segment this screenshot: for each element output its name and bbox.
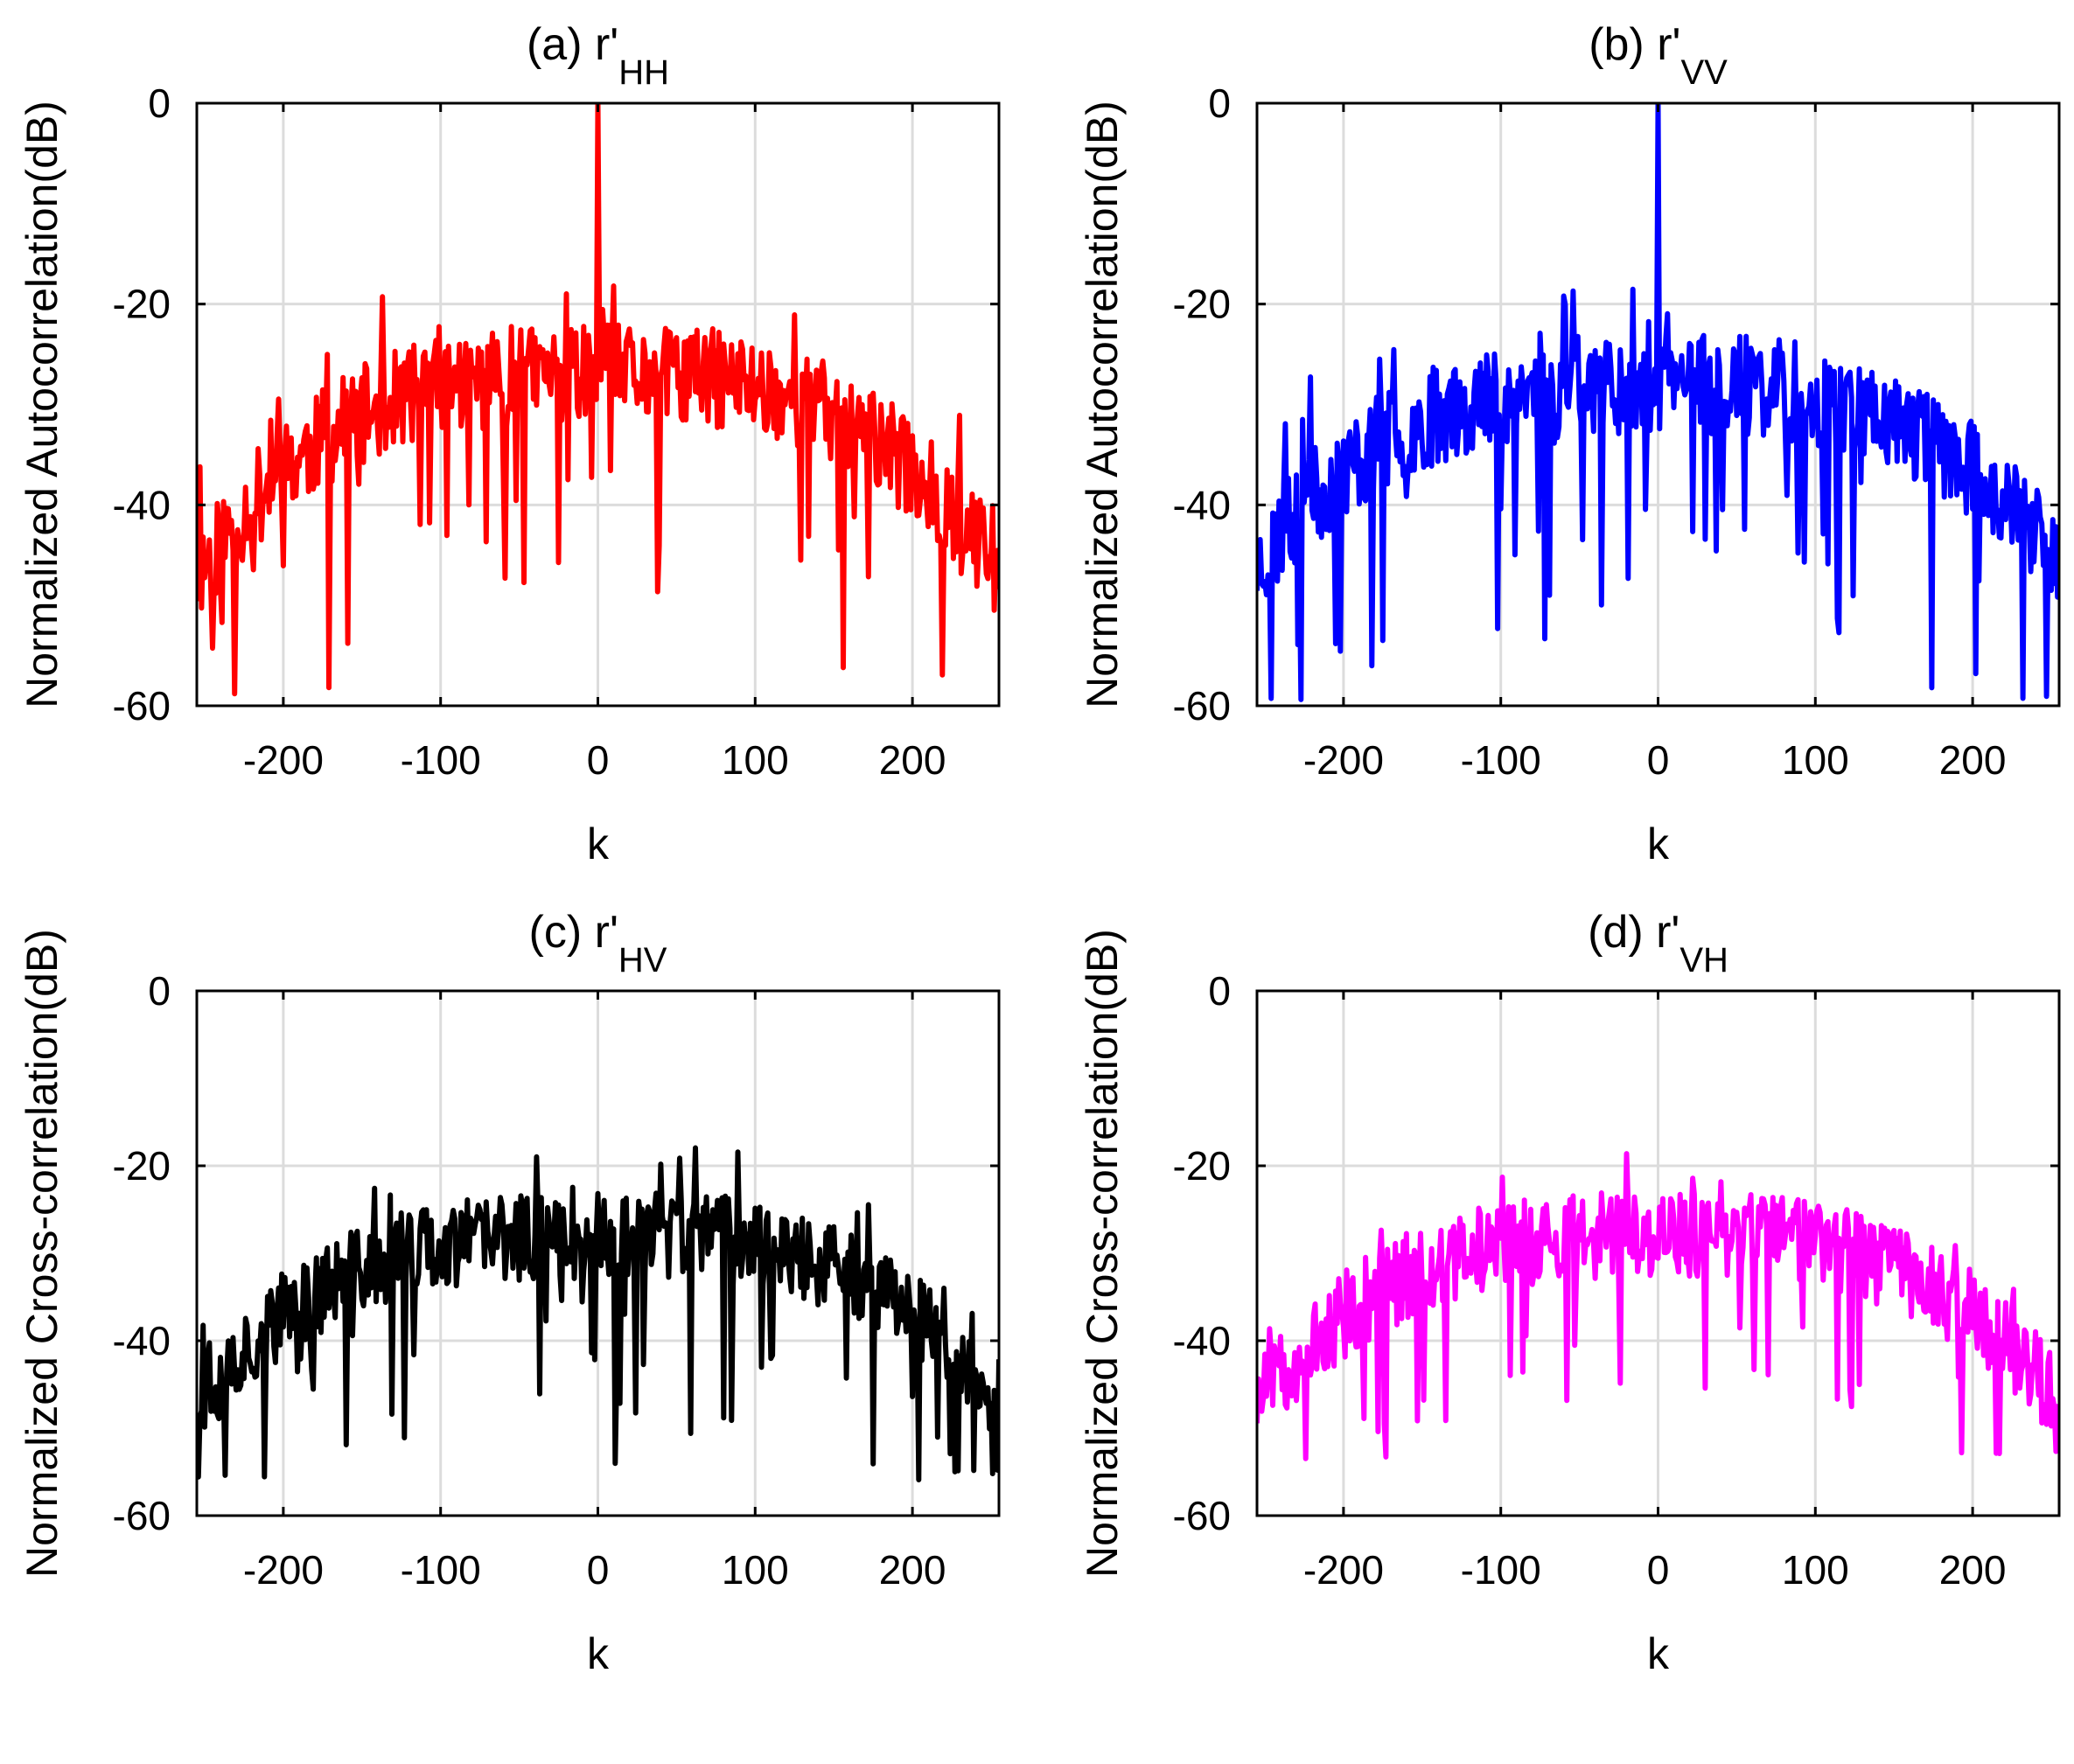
y-axis-label: Normalized Autocorrelation(dB) xyxy=(17,101,66,708)
x-tick-label: -100 xyxy=(1461,1547,1541,1593)
chart-title-main: (d) r' xyxy=(1588,907,1679,958)
x-tick-label: 200 xyxy=(879,737,946,783)
x-tick-label: -200 xyxy=(1303,737,1384,783)
y-tick-label: 0 xyxy=(148,80,171,126)
chart-title-main: (a) r' xyxy=(527,19,618,70)
y-axis-label: Normalized Cross-correlation(dB) xyxy=(1078,929,1127,1578)
x-tick-label: 0 xyxy=(1647,1547,1670,1593)
y-tick-label: -40 xyxy=(113,482,171,527)
series-line-r'HH xyxy=(197,103,999,697)
x-tick-label: 200 xyxy=(879,1547,946,1593)
y-tick-label: -20 xyxy=(1173,1143,1231,1189)
chart-title-subscript: VV xyxy=(1680,53,1728,92)
x-tick-label: 100 xyxy=(1782,1547,1849,1593)
y-tick-label: -40 xyxy=(1173,482,1231,527)
chart-title: (a) r'HH xyxy=(527,19,669,92)
y-tick-label: -60 xyxy=(113,683,171,729)
x-tick-label: 100 xyxy=(1782,737,1849,783)
x-tick-label: -200 xyxy=(243,1547,324,1593)
chart-title-main: (c) r' xyxy=(529,907,618,958)
series-line-r'HV xyxy=(197,1145,999,1482)
x-tick-label: 100 xyxy=(722,1547,789,1593)
x-tick-label: -200 xyxy=(243,737,324,783)
chart-title: (d) r'VH xyxy=(1588,907,1728,980)
x-tick-label: -100 xyxy=(401,737,481,783)
y-tick-label: -60 xyxy=(1173,1493,1231,1538)
y-axis-label: Normalized Autocorrelation(dB) xyxy=(1078,101,1127,708)
y-tick-label: 0 xyxy=(1208,968,1231,1014)
x-axis-label: k xyxy=(1647,1629,1670,1678)
y-tick-label: -20 xyxy=(1173,282,1231,327)
y-tick-label: -40 xyxy=(1173,1318,1231,1363)
y-tick-label: -60 xyxy=(113,1493,171,1538)
y-tick-label: 0 xyxy=(1208,80,1231,126)
y-tick-label: -60 xyxy=(1173,683,1231,729)
y-tick-label: 0 xyxy=(148,968,171,1014)
x-tick-label: -100 xyxy=(1461,737,1541,783)
y-axis-label: Normalized Cross-correlation(dB) xyxy=(17,929,66,1578)
x-tick-label: 200 xyxy=(1939,1547,2007,1593)
x-axis-label: k xyxy=(587,1629,610,1678)
series-line-r'VV xyxy=(1257,103,2059,702)
chart-title-subscript: HH xyxy=(618,53,669,92)
chart-title-subscript: HV xyxy=(618,941,667,980)
x-tick-label: 0 xyxy=(587,737,610,783)
panel-c: -200 -100 0 100 200 0 -20 -40 -60 k Normalized Cro… xyxy=(17,907,1001,1678)
x-tick-label: -100 xyxy=(401,1547,481,1593)
y-tick-label: -20 xyxy=(113,1143,171,1189)
panel-b: -200 -100 0 100 200 0 -20 -40 -60 k Normalized Aut… xyxy=(1078,19,2061,868)
chart-title-subscript: VH xyxy=(1679,941,1728,980)
x-tick-label: 200 xyxy=(1939,737,2007,783)
chart-title: (b) r'VV xyxy=(1589,19,1728,92)
panel-a: -200 -100 0 100 200 0 -20 -40 -60 k Normalized Aut… xyxy=(17,19,1001,868)
series-line-r'VH xyxy=(1257,1151,2059,1461)
y-tick-label: -20 xyxy=(113,282,171,327)
x-tick-label: -200 xyxy=(1303,1547,1384,1593)
x-axis-label: k xyxy=(587,819,610,868)
chart-title-main: (b) r' xyxy=(1589,19,1680,70)
x-tick-label: 0 xyxy=(587,1547,610,1593)
y-tick-label: -40 xyxy=(113,1318,171,1363)
x-axis-label: k xyxy=(1647,819,1670,868)
chart-title: (c) r'HV xyxy=(529,907,667,980)
x-tick-label: 100 xyxy=(722,737,789,783)
panel-d: -200 -100 0 100 200 0 -20 -40 -60 k Normalized Cro… xyxy=(1078,907,2061,1678)
x-tick-label: 0 xyxy=(1647,737,1670,783)
